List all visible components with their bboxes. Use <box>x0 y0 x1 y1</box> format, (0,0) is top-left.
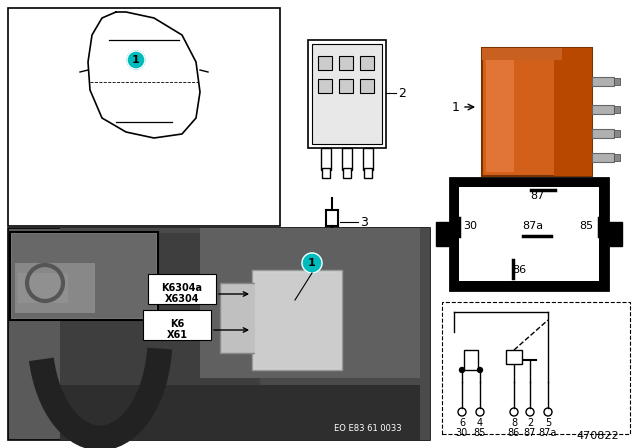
Bar <box>486 52 514 172</box>
Bar <box>200 228 420 378</box>
Bar <box>339 56 353 70</box>
Text: 87a: 87a <box>539 428 557 438</box>
Bar <box>464 350 478 370</box>
Bar <box>506 350 522 364</box>
Text: EO E83 61 0033: EO E83 61 0033 <box>334 423 402 432</box>
Bar <box>220 283 258 353</box>
Bar <box>436 222 450 246</box>
Text: 85: 85 <box>474 428 486 438</box>
Text: K6: K6 <box>170 319 184 329</box>
Bar <box>482 48 592 176</box>
Circle shape <box>302 253 322 273</box>
Bar <box>10 232 158 320</box>
Text: 30: 30 <box>455 428 467 438</box>
Bar <box>12 234 156 318</box>
Circle shape <box>127 51 145 69</box>
Text: 1: 1 <box>132 55 140 65</box>
Text: 1: 1 <box>308 258 316 268</box>
Bar <box>608 222 622 246</box>
Bar <box>342 148 352 170</box>
Text: 87: 87 <box>530 191 544 201</box>
Text: 5: 5 <box>545 418 551 428</box>
Text: 8: 8 <box>511 418 517 428</box>
Text: 4: 4 <box>477 418 483 428</box>
Bar <box>321 148 331 170</box>
Bar <box>148 274 216 304</box>
Bar <box>442 302 630 434</box>
Circle shape <box>460 367 465 372</box>
Text: X6304: X6304 <box>164 294 199 304</box>
Bar <box>614 130 620 137</box>
Text: 86: 86 <box>512 265 526 275</box>
Bar <box>60 385 420 440</box>
Text: 87a: 87a <box>522 221 543 231</box>
Bar <box>592 153 614 162</box>
Circle shape <box>477 367 483 372</box>
Bar <box>343 168 351 178</box>
Bar <box>60 233 260 388</box>
Bar <box>364 168 372 178</box>
Bar <box>450 178 608 290</box>
Bar <box>592 129 614 138</box>
Text: 87: 87 <box>524 428 536 438</box>
Text: 85: 85 <box>579 221 593 231</box>
Bar <box>252 270 342 370</box>
Bar <box>459 187 599 281</box>
Text: 86: 86 <box>508 428 520 438</box>
Text: 1: 1 <box>452 100 460 113</box>
Text: 30: 30 <box>463 221 477 231</box>
Bar <box>8 8 280 226</box>
Bar <box>592 105 614 114</box>
Text: 6: 6 <box>459 418 465 428</box>
Text: 2: 2 <box>398 86 406 99</box>
Bar <box>614 154 620 161</box>
Text: K6304a: K6304a <box>161 283 202 293</box>
Bar <box>60 228 430 440</box>
Bar <box>360 79 374 93</box>
Bar <box>592 77 614 86</box>
Bar <box>312 44 382 144</box>
Bar <box>318 56 332 70</box>
Bar <box>614 78 620 85</box>
Bar <box>482 48 562 60</box>
Bar <box>143 310 211 340</box>
Bar <box>554 48 592 176</box>
Bar <box>18 273 68 303</box>
Text: X61: X61 <box>166 330 188 340</box>
Text: 470822: 470822 <box>577 431 620 441</box>
Bar <box>15 263 95 313</box>
Text: 3: 3 <box>360 215 368 228</box>
Bar <box>614 106 620 113</box>
Bar <box>8 228 430 440</box>
Bar <box>363 148 373 170</box>
Bar <box>322 168 330 178</box>
Bar <box>360 56 374 70</box>
Text: 2: 2 <box>527 418 533 428</box>
Bar <box>339 79 353 93</box>
Bar <box>255 273 340 368</box>
Bar <box>318 79 332 93</box>
Bar <box>308 40 386 148</box>
